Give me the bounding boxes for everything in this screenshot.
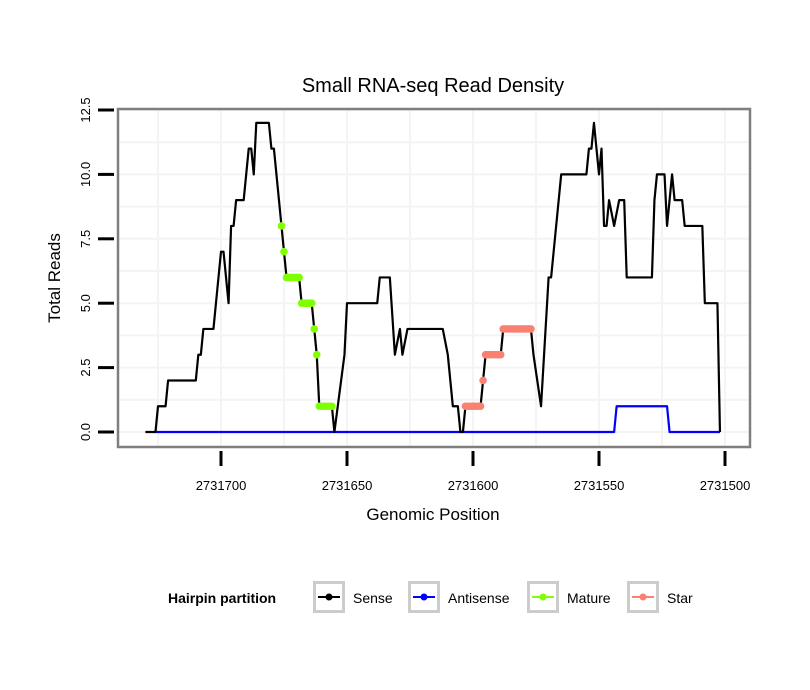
x-tick-label: 2731550: [574, 478, 625, 493]
series-line-antisense: [155, 405, 720, 434]
legend-item-antisense: Antisense: [408, 581, 510, 613]
plot-panel: [116, 107, 752, 449]
legend-label: Star: [667, 590, 693, 606]
x-axis-title: Genomic Position: [366, 505, 499, 524]
data-point-mature: [328, 402, 336, 411]
y-tick-label: 10.0: [78, 162, 93, 187]
x-tick-label: 2731650: [322, 478, 373, 493]
panel-background: [118, 109, 750, 447]
y-tick-label: 2.5: [78, 359, 93, 377]
legend-title: Hairpin partition: [168, 590, 276, 606]
data-point-mature: [312, 350, 321, 359]
legend-item-mature: Mature: [527, 581, 611, 613]
data-point-star: [476, 402, 485, 411]
y-tick-label: 0.0: [78, 423, 93, 441]
y-tick-label: 12.5: [78, 97, 93, 122]
series-line-sense: [145, 121, 722, 434]
legend-label: Mature: [567, 590, 611, 606]
series-points-star: [461, 325, 535, 411]
x-axis: 2731700 2731650 2731600 2731550 2731500: [196, 451, 751, 493]
legend: Hairpin partition Sense Antisense Mature St…: [168, 581, 693, 613]
data-point-mature: [280, 247, 288, 256]
legend-label: Sense: [353, 590, 393, 606]
data-point-mature: [307, 299, 316, 308]
x-tick-label: 2731500: [700, 478, 751, 493]
y-axis: 0.0 2.5 5.0 7.5 10.0 12.5: [78, 97, 114, 441]
data-point-mature: [310, 325, 319, 333]
data-point-star: [496, 350, 505, 359]
legend-item-star: Star: [627, 581, 693, 613]
panel-border: [116, 107, 752, 449]
series-layer: [145, 121, 722, 434]
legend-key-point: [325, 593, 333, 601]
x-tick-label: 2731700: [196, 478, 247, 493]
y-tick-label: 7.5: [78, 230, 93, 248]
legend-key-point: [639, 593, 647, 601]
y-tick-label: 5.0: [78, 294, 93, 312]
data-point-star: [479, 376, 487, 385]
legend-key-point: [420, 593, 428, 601]
legend-item-sense: Sense: [313, 581, 393, 613]
y-axis-title: Total Reads: [45, 233, 64, 323]
legend-key-point: [539, 593, 547, 601]
x-tick-label: 2731600: [448, 478, 499, 493]
chart-title: Small RNA-seq Read Density: [302, 75, 564, 97]
data-point-star: [527, 325, 535, 333]
data-point-mature: [295, 273, 303, 282]
series-points-mature: [277, 222, 336, 411]
data-point-mature: [277, 222, 286, 230]
legend-label: Antisense: [448, 590, 510, 606]
